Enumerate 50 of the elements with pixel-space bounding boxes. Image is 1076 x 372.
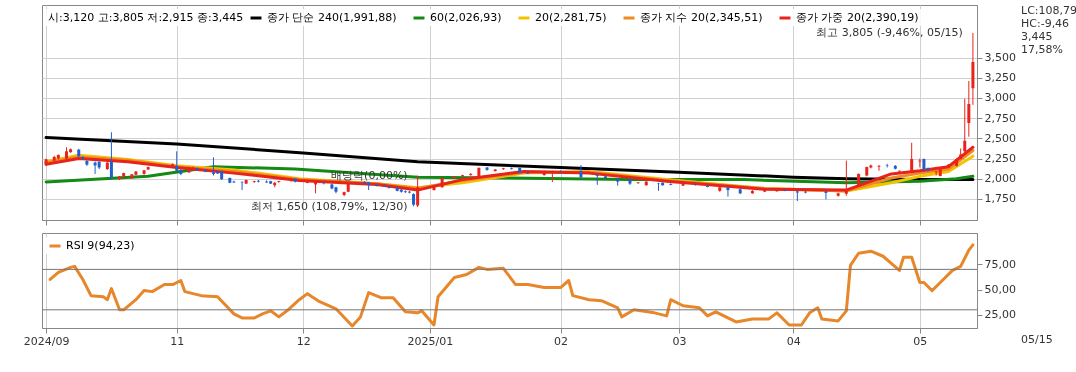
y-tick-label: 1,750 [984, 192, 1016, 206]
y-tick-label: 3,500 [984, 51, 1016, 65]
legend-label: 종가 지수 20(2,345,51) [640, 11, 763, 24]
y-tick-label: 50,00 [984, 283, 1016, 297]
candlestick [726, 186, 730, 198]
y-tick-label: 2,750 [984, 111, 1016, 125]
candlestick [824, 190, 828, 200]
candlestick [109, 131, 113, 181]
legend-label: 60(2,026,93) [430, 11, 502, 24]
candlestick [175, 150, 179, 172]
candlestick [636, 181, 640, 185]
text: 17,58% [1021, 43, 1063, 56]
x-tick-label: 12 [296, 334, 311, 348]
x-tick-label: 04 [786, 334, 801, 348]
candlestick [403, 190, 407, 194]
x-tick-label: 02 [554, 334, 569, 348]
legend-label: 20(2,281,75) [535, 11, 607, 24]
text: HC:-9,46 [1021, 17, 1070, 30]
candlestick [595, 173, 599, 186]
x-tick-label: 11 [170, 334, 185, 348]
candlestick [526, 171, 530, 175]
y-tick-label: 2,250 [984, 152, 1016, 166]
y-tick-label: 25,00 [984, 308, 1016, 322]
annotation: 최고 3,805 (-9,46%, 05/15) [816, 25, 963, 39]
x-tick-label: 2024/09 [23, 334, 70, 348]
line-series [44, 136, 975, 182]
legend-label: 종가 가중 20(2,390,19) [796, 11, 919, 24]
x-tick-label: 2025/01 [407, 334, 454, 348]
legend-label: RSI 9(94,23) [66, 239, 135, 252]
annotation: 최저 1,650 (108,79%, 12/30) [250, 200, 408, 214]
x-tick-label: 03 [672, 334, 687, 348]
text: 05/15 [1021, 333, 1053, 346]
legend-title: 시:3,120 고:3,805 저:2,915 종:3,445 [48, 11, 244, 24]
text: 3,445 [1021, 30, 1053, 43]
y-tick-label: 2,000 [984, 172, 1016, 186]
candlestick [877, 164, 881, 172]
candlestick [579, 164, 583, 180]
candlestick [211, 156, 215, 177]
text: LC:108,79 [1021, 4, 1076, 17]
candlestick [967, 80, 971, 138]
x-tick-label: 05 [913, 334, 928, 348]
candlestick [926, 166, 930, 172]
candlestick [783, 188, 787, 192]
line-series [48, 243, 975, 328]
candlestick [191, 166, 195, 171]
y-tick-label: 3,250 [984, 71, 1016, 85]
y-tick-label: 75,00 [984, 257, 1016, 271]
y-tick-label: 2,500 [984, 131, 1016, 145]
legend-label: 종가 단순 240(1,991,88) [267, 11, 397, 24]
y-tick-label: 3,000 [984, 91, 1016, 105]
